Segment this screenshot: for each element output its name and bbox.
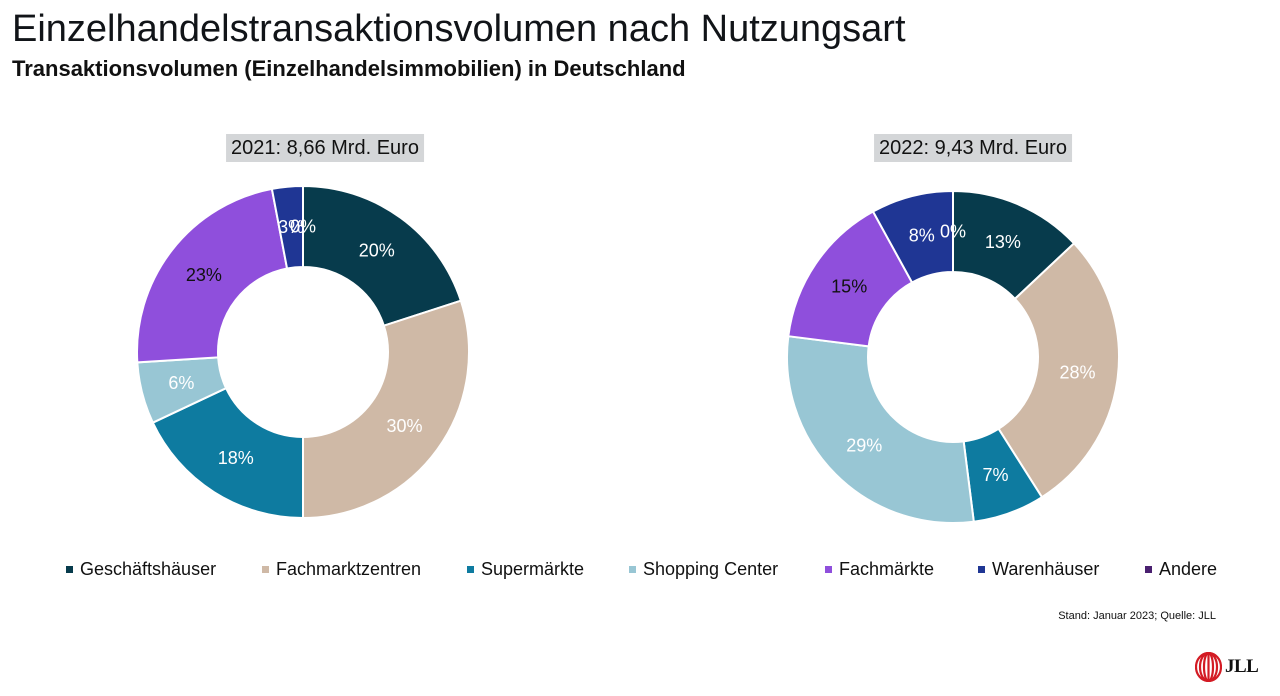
data-label-fachmaerkte: 15% xyxy=(831,276,867,296)
legend-item-shopping-center: Shopping Center xyxy=(629,557,778,581)
legend-swatch xyxy=(467,565,474,573)
legend-label: Geschäftshäuser xyxy=(80,558,217,579)
data-label-fachmaerkte: 23% xyxy=(186,265,222,285)
source-note: Stand: Januar 2023; Quelle: JLL xyxy=(1058,610,1216,622)
legend-item-fachmaerkte: Fachmärkte xyxy=(825,557,934,581)
chart-legend: Geschäftshäuser Fachmarktzentren Supermä… xyxy=(0,557,1280,581)
donut-slice-warenhaeuser xyxy=(871,189,954,284)
data-label-geschaeftshaeuser: 13% xyxy=(985,232,1021,252)
donut-slice-fachmarktzentren xyxy=(997,241,1121,499)
legend-label: Fachmarktzentren xyxy=(276,558,422,579)
data-label-shopping-center: 29% xyxy=(846,436,882,456)
jll-logo-icon xyxy=(1195,652,1222,682)
data-label-supermaerkte: 18% xyxy=(218,448,254,468)
legend-swatch xyxy=(629,565,636,573)
legend-label: Andere xyxy=(1159,558,1218,579)
legend-swatch xyxy=(1145,565,1152,573)
data-label-fachmarktzentren: 30% xyxy=(387,416,423,436)
legend-item-andere: Andere xyxy=(1145,557,1217,581)
legend-swatch xyxy=(262,565,269,573)
data-label-andere: 0% xyxy=(290,217,316,237)
legend-swatch xyxy=(66,565,73,573)
donut-slice-geschaeftshaeuser xyxy=(302,184,463,327)
data-label-supermaerkte: 7% xyxy=(983,465,1009,485)
data-label-shopping-center: 6% xyxy=(168,373,194,393)
data-label-andere: 0% xyxy=(940,222,966,242)
legend-label: Supermärkte xyxy=(481,558,585,579)
legend-swatch xyxy=(978,565,985,573)
donut-chart-2021: 20% 30% 18% 6% 23% 3%0% xyxy=(136,184,470,520)
donut-title-2021: 2021: 8,66 Mrd. Euro xyxy=(226,134,424,162)
donut-slice-supermaerkte xyxy=(151,386,304,520)
legend-item-supermaerkte: Supermärkte xyxy=(467,557,584,581)
data-label-fachmarktzentren: 28% xyxy=(1059,363,1095,383)
donut-slice-fachmaerkte xyxy=(136,187,289,364)
donut-slice-warenhaeuser xyxy=(270,184,304,270)
donut-slice-fachmarktzentren xyxy=(302,299,470,520)
legend-item-geschaeftshaeuser: Geschäftshäuser xyxy=(66,557,216,581)
legend-label: Shopping Center xyxy=(643,558,779,579)
jll-logo: JLL xyxy=(1195,652,1259,682)
page-title: Einzelhandelstransaktionsvolumen nach Nu… xyxy=(12,8,906,50)
legend-item-warenhaeuser: Warenhäuser xyxy=(978,557,1099,581)
donut-title-2022: 2022: 9,43 Mrd. Euro xyxy=(874,134,1072,162)
legend-label: Warenhäuser xyxy=(992,558,1100,579)
page-subtitle: Transaktionsvolumen (Einzelhandelsimmobi… xyxy=(12,56,686,81)
data-label-warenhaeuser: 8% xyxy=(909,225,935,245)
data-label-geschaeftshaeuser: 20% xyxy=(359,240,395,260)
legend-label: Fachmärkte xyxy=(839,558,935,579)
legend-item-fachmarktzentren: Fachmarktzentren xyxy=(262,557,421,581)
logo-text: JLL xyxy=(1225,656,1259,677)
data-label-warenhaeuser: 3% xyxy=(278,217,304,237)
donut-slice-shopping-center xyxy=(786,335,975,524)
legend-swatch xyxy=(825,565,832,573)
donut-chart-2022: 13% 28% 7% 29% 15% 8% 0% xyxy=(786,189,1121,524)
